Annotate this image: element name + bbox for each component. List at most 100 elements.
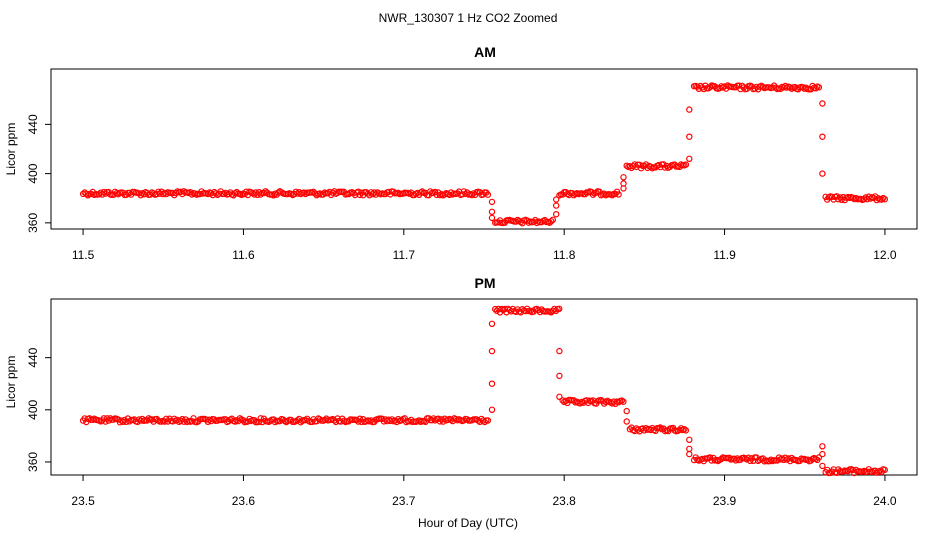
pm-data-point bbox=[484, 417, 492, 424]
am-x-axis: 11.5 11.6 11.7 11.8 11.9 12.0 bbox=[72, 229, 897, 262]
pm-y-tick-label: 440 bbox=[26, 347, 40, 367]
am-data-point bbox=[881, 195, 889, 203]
pm-transition-point bbox=[819, 450, 826, 458]
am-transition-point bbox=[819, 100, 826, 107]
am-data-point bbox=[548, 218, 555, 225]
am-x-tick-label: 11.8 bbox=[553, 248, 576, 262]
am-data-point bbox=[355, 188, 362, 195]
am-data-point bbox=[615, 191, 622, 198]
am-transition-point bbox=[553, 210, 560, 218]
pm-transition-point bbox=[488, 406, 496, 413]
am-data-point bbox=[419, 188, 426, 195]
pm-transition-point bbox=[819, 443, 826, 450]
pm-transition-point bbox=[556, 347, 563, 355]
am-transition-point bbox=[620, 174, 627, 181]
am-transition-point bbox=[819, 133, 826, 140]
pm-data-point bbox=[171, 415, 178, 422]
pm-y-axis-label: Licor ppm bbox=[4, 356, 18, 409]
am-y-tick-label: 360 bbox=[26, 213, 40, 233]
pm-data-point bbox=[102, 418, 109, 425]
pm-data-point bbox=[657, 424, 664, 431]
am-panel-title: AM bbox=[474, 44, 496, 60]
am-data-point bbox=[233, 188, 240, 196]
am-data-point bbox=[593, 189, 600, 196]
am-panel: AM 11.5 11.6 11.7 11.8 11.9 12.0 360 400 440 Li… bbox=[4, 44, 918, 262]
am-transition-point bbox=[488, 214, 496, 222]
pm-data-point bbox=[356, 415, 364, 422]
am-data-point bbox=[878, 196, 885, 203]
am-y-axis-label: Licor ppm bbox=[4, 123, 18, 176]
am-data-point bbox=[84, 192, 92, 199]
am-transition-point bbox=[620, 180, 627, 187]
pm-transition-point bbox=[488, 347, 496, 355]
pm-transition-point bbox=[623, 407, 630, 415]
am-data-point bbox=[738, 82, 746, 90]
am-transition-point bbox=[488, 208, 496, 215]
pm-data-point bbox=[556, 305, 563, 312]
pm-data-point bbox=[815, 454, 823, 461]
am-x-tick-label: 11.7 bbox=[393, 248, 416, 262]
pm-data-point bbox=[745, 454, 752, 461]
pm-data-point bbox=[492, 305, 499, 313]
pm-data-point bbox=[620, 398, 627, 405]
pm-transition-point bbox=[686, 450, 693, 458]
am-y-axis: 360 400 440 bbox=[26, 114, 51, 233]
pm-data-point bbox=[257, 415, 264, 422]
pm-data-point bbox=[481, 418, 488, 426]
pm-data-point bbox=[682, 427, 690, 434]
am-data-point bbox=[872, 193, 879, 200]
am-transition-point bbox=[819, 170, 826, 177]
pm-panel-title: PM bbox=[475, 275, 496, 291]
am-data-point bbox=[860, 196, 868, 203]
am-data-point bbox=[609, 191, 616, 199]
pm-transition-point bbox=[488, 320, 496, 327]
am-data-point bbox=[812, 85, 819, 92]
pm-x-tick-label: 24.0 bbox=[873, 494, 897, 508]
pm-transition-point bbox=[686, 436, 693, 443]
am-data-points bbox=[79, 82, 889, 227]
pm-data-points bbox=[79, 305, 889, 477]
pm-data-point bbox=[255, 418, 263, 426]
x-axis-label: Hour of Day (UTC) bbox=[418, 516, 518, 530]
am-data-point bbox=[581, 190, 589, 198]
pm-y-tick-label: 400 bbox=[26, 399, 40, 419]
am-transition-point bbox=[488, 198, 496, 206]
am-data-point bbox=[549, 216, 557, 223]
pm-x-tick-label: 23.9 bbox=[713, 494, 737, 508]
am-transition-point bbox=[686, 155, 693, 162]
pm-transition-point bbox=[556, 393, 563, 400]
figure-title: NWR_130307 1 Hz CO2 Zoomed bbox=[379, 11, 558, 25]
pm-y-axis: 360 400 440 bbox=[26, 347, 51, 472]
pm-transition-point bbox=[556, 372, 563, 380]
pm-y-tick-label: 360 bbox=[26, 452, 40, 472]
pm-data-point bbox=[388, 416, 396, 423]
pm-transition-point bbox=[686, 445, 693, 453]
pm-data-point bbox=[559, 397, 566, 404]
am-plot-frame bbox=[50, 68, 918, 230]
pm-transition-point bbox=[623, 418, 630, 425]
am-transition-point bbox=[686, 133, 693, 140]
am-y-tick-label: 440 bbox=[26, 114, 40, 134]
pm-x-axis: 23.5 23.6 23.7 23.8 23.9 24.0 bbox=[71, 475, 897, 508]
am-transition-point bbox=[553, 202, 560, 209]
pm-data-point bbox=[190, 415, 197, 422]
pm-data-point bbox=[231, 418, 239, 425]
pm-x-tick-label: 23.8 bbox=[553, 494, 577, 508]
am-data-point bbox=[484, 191, 492, 198]
am-transition-point bbox=[553, 196, 560, 203]
pm-plot-frame bbox=[50, 298, 918, 476]
am-data-point bbox=[270, 192, 277, 199]
am-data-point bbox=[468, 191, 476, 199]
am-data-point bbox=[815, 84, 823, 91]
am-x-tick-label: 11.5 bbox=[72, 248, 95, 262]
am-y-tick-label: 400 bbox=[26, 163, 40, 183]
am-x-tick-label: 12.0 bbox=[873, 248, 897, 262]
pm-panel: PM 23.5 23.6 23.7 23.8 23.9 24.0 360 400 440 Li… bbox=[4, 275, 918, 508]
am-x-tick-label: 11.6 bbox=[232, 248, 255, 262]
pm-transition-point bbox=[488, 380, 496, 387]
pm-transition-point bbox=[819, 462, 826, 470]
am-data-point bbox=[660, 161, 667, 168]
am-data-point bbox=[682, 161, 690, 168]
pm-data-point bbox=[577, 400, 584, 407]
